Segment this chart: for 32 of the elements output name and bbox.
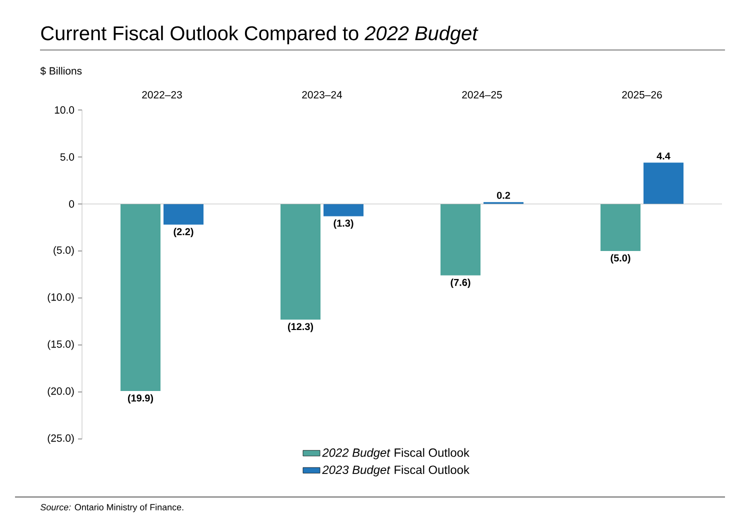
data-label: (1.3) xyxy=(334,219,354,229)
y-tick-label: (25.0) xyxy=(48,434,74,444)
y-axis-title: $ Billions xyxy=(40,66,82,76)
bar xyxy=(600,204,641,251)
data-label: (2.2) xyxy=(174,228,194,238)
y-tick-label: (15.0) xyxy=(48,340,74,350)
data-label: 0.2 xyxy=(496,192,510,199)
data-label: (19.9) xyxy=(128,394,154,404)
bar xyxy=(164,204,204,225)
chart-title: Current Fiscal Outlook Compared to 2022 Budget xyxy=(41,26,478,44)
x-tick-label: 2022–23 xyxy=(142,91,182,98)
x-tick-label: 2025–26 xyxy=(622,91,662,98)
data-label: 4.4 xyxy=(656,152,670,160)
bar xyxy=(440,204,481,276)
legend-label: 2022 Budget Fiscal Outlook xyxy=(322,448,470,460)
text: Source: Ontario Ministry of Finance. xyxy=(40,504,184,512)
y-tick-label: 0 xyxy=(69,200,74,208)
bar xyxy=(644,162,684,204)
data-label: (5.0) xyxy=(610,254,630,264)
data-label: (12.3) xyxy=(288,322,314,332)
x-tick-label: 2023–24 xyxy=(302,91,342,98)
y-tick-label: 10.0 xyxy=(54,106,74,114)
y-tick-label: (20.0) xyxy=(48,387,74,397)
x-tick-label: 2024–25 xyxy=(462,91,502,98)
y-tick-label: (10.0) xyxy=(48,293,74,303)
bar xyxy=(120,204,161,392)
bar xyxy=(324,204,364,216)
data-label: (7.6) xyxy=(450,278,470,288)
y-tick-label: (5.0) xyxy=(54,246,74,256)
y-tick-label: 5.0 xyxy=(60,153,74,161)
legend-label: 2023 Budget Fiscal Outlook xyxy=(322,465,470,476)
bar xyxy=(280,204,321,320)
